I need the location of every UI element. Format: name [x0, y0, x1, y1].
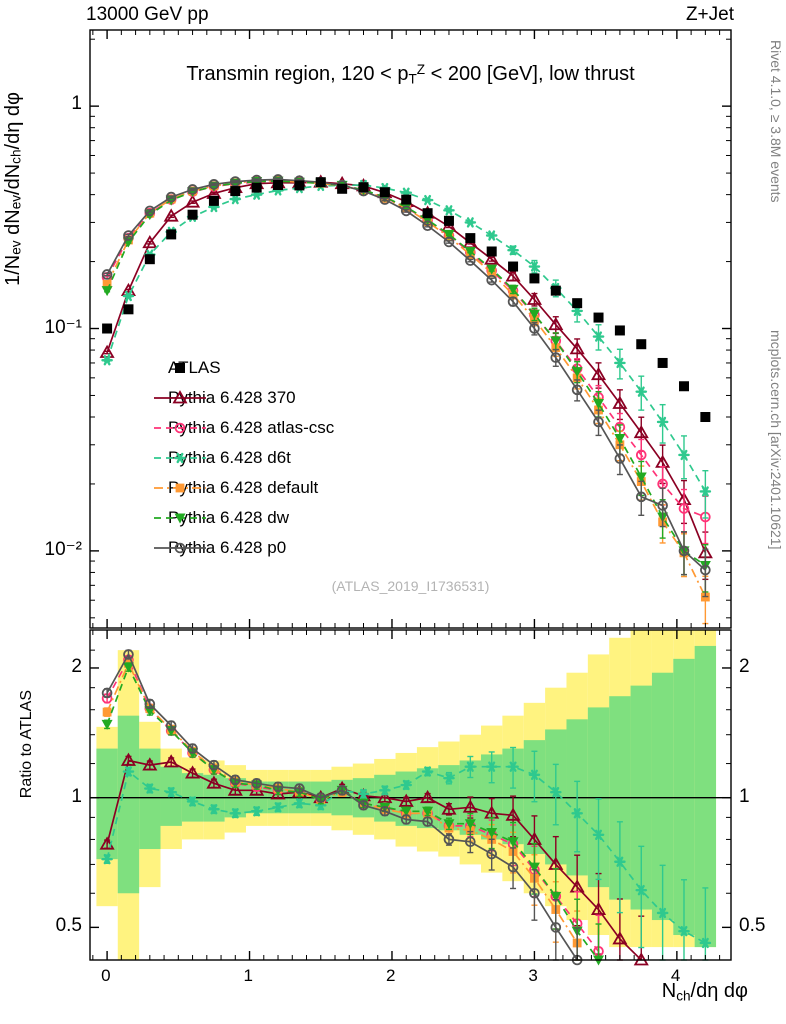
legend-label-default: Pythia 6.428 default [168, 478, 319, 497]
x-tick-0: 0 [101, 966, 111, 985]
ratio-y-tick-right-0: 2 [739, 655, 750, 677]
x-tick-4: 4 [670, 966, 681, 985]
legend-swatch-p0 [154, 542, 206, 554]
rivet-credit: Rivet 4.1.0, ≥ 3.8M events [768, 40, 784, 203]
legend-item-s370[interactable]: Pythia 6.428 370 [152, 388, 296, 408]
legend-label-atlas_csc: Pythia 6.428 atlas-csc [168, 418, 335, 437]
y-tick-2: 10⁻² [44, 538, 83, 560]
y-tick-1: 10⁻¹ [44, 316, 83, 338]
xlabel-a: N [661, 980, 677, 1002]
title-pre: Transmin region, 120 < p [186, 63, 409, 86]
series-d6t-ratio [101, 746, 712, 961]
legend-item-dw[interactable]: Pythia 6.428 dw [152, 508, 289, 528]
series-p0-main [101, 174, 711, 598]
mcplots-credit: mcplots.cern.ch [arXiv:2401.10621] [768, 330, 784, 550]
legend-item-atlas_csc[interactable]: Pythia 6.428 atlas-csc [152, 418, 334, 438]
title-sub: T [408, 71, 417, 87]
legend-swatch-atlas [175, 363, 185, 373]
legend-label-p0: Pythia 6.428 p0 [168, 538, 287, 557]
legend-swatch-s370 [154, 390, 206, 404]
legend-label-dw: Pythia 6.428 dw [168, 508, 289, 527]
x-axis-label: Nch/dη dφ [662, 980, 748, 1003]
legend-item-d6t[interactable]: Pythia 6.428 d6t [152, 448, 291, 468]
xlabel-a-sub: ch [676, 988, 691, 1004]
plot-title: Transmin region, 120 < pTZ < 200 [GeV], … [90, 62, 731, 87]
series-p0-ratio [101, 649, 583, 966]
header-beam-label: 13000 GeV pp [86, 4, 209, 25]
header-process-label: Z+Jet [685, 4, 734, 25]
series-atlas-main [102, 177, 711, 423]
x-tick-1: 1 [243, 966, 253, 985]
legend-item-atlas[interactable]: ATLAS [152, 358, 221, 378]
legend-swatch-atlas_csc [154, 422, 206, 434]
legend-swatch-default [154, 483, 206, 493]
legend-swatch-d6t [154, 452, 206, 464]
legend-swatch-dw [154, 513, 206, 524]
x-tick-3: 3 [528, 966, 538, 985]
legend-item-p0[interactable]: Pythia 6.428 p0 [152, 538, 286, 558]
ratio-y-tick-left-0: 2 [71, 655, 82, 677]
legend-label-s370: Pythia 6.428 370 [168, 388, 296, 407]
ratio-y-tick-right-1: 1 [739, 785, 750, 807]
ratio-y-tick-left-2: 0.5 [55, 915, 82, 937]
y-tick-0: 1 [71, 93, 82, 115]
ratio-y-tick-left-1: 1 [71, 785, 82, 807]
analysis-watermark: (ATLAS_2019_I1736531) [331, 578, 490, 594]
xlabel-b: /dη dφ [690, 980, 748, 1002]
series-dw-main [101, 176, 711, 593]
ratio-y-tick-right-2: 0.5 [739, 915, 766, 937]
x-tick-2: 2 [385, 966, 396, 985]
legend-label-d6t: Pythia 6.428 d6t [168, 448, 291, 467]
title-post: < 200 [GeV], low thrust [425, 63, 635, 86]
title-sup: Z [416, 62, 426, 77]
legend-item-default[interactable]: Pythia 6.428 default [152, 478, 318, 498]
